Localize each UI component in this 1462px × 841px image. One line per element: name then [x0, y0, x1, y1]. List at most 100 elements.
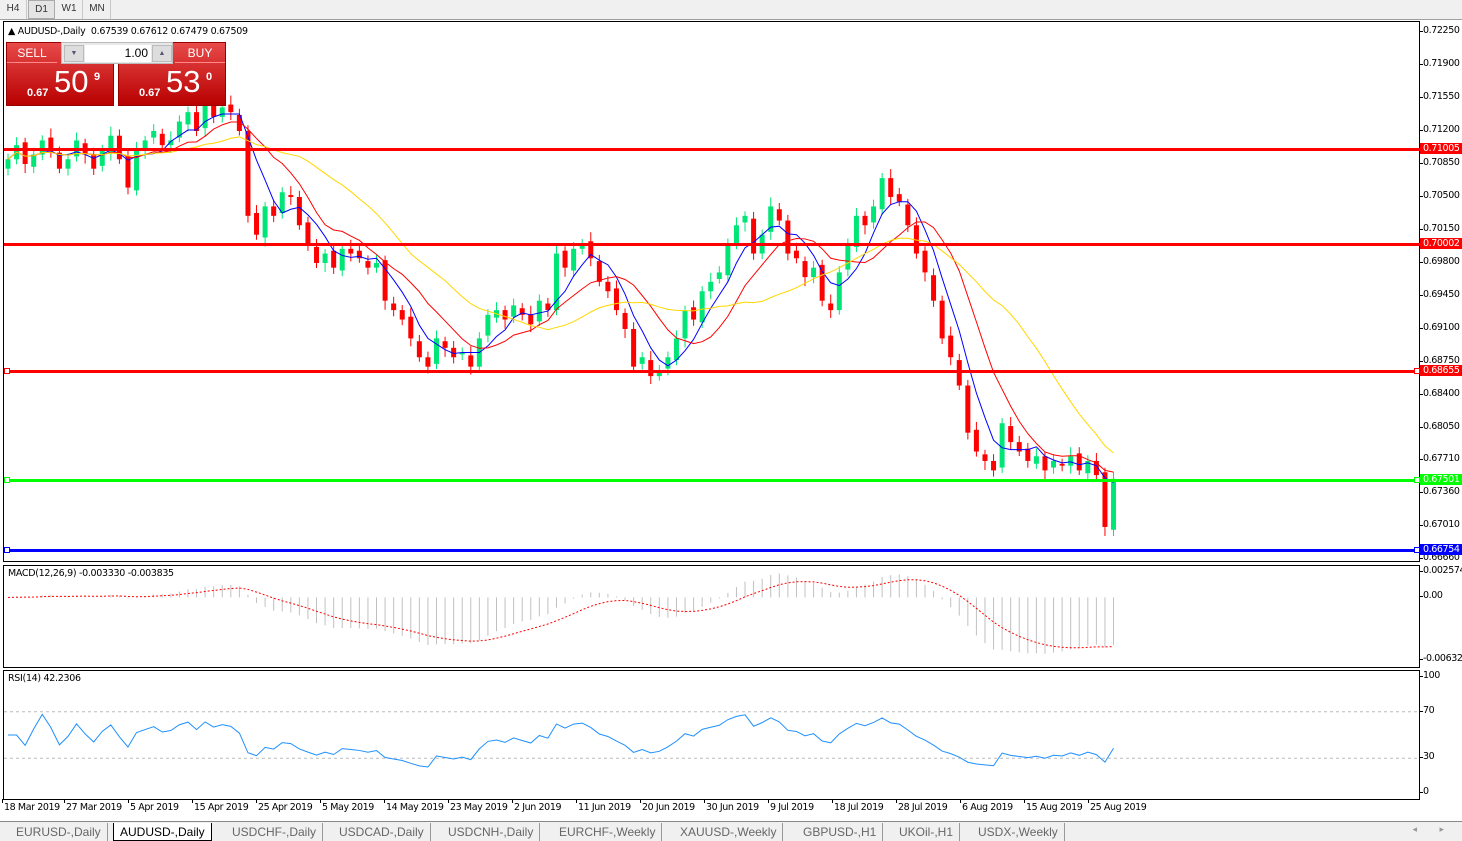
timeframe-d1[interactable]: D1: [28, 0, 55, 19]
sell-label: SELL: [7, 46, 57, 63]
horizontal-line[interactable]: [4, 476, 1420, 483]
horizontal-line[interactable]: [4, 148, 1420, 152]
candle-body: [134, 149, 140, 191]
candle-body: [322, 253, 328, 263]
candle-body: [811, 267, 817, 278]
candle-body: [391, 303, 397, 311]
candle-body: [185, 112, 191, 125]
candle-body: [691, 307, 697, 320]
candle-body: [639, 357, 645, 364]
date-tick: 6 Aug 2019: [960, 799, 1013, 813]
lot-size-stepper: ▼ 1.00 ▲: [61, 42, 173, 64]
date-tick: 5 May 2019: [320, 799, 374, 813]
horizontal-line[interactable]: [4, 367, 1420, 374]
candle-body: [254, 213, 260, 235]
candle-body: [502, 310, 508, 320]
chart-tab[interactable]: AUDUSD-,Daily: [113, 823, 212, 841]
date-tick: 25 Aug 2019: [1087, 799, 1147, 813]
chart-tab[interactable]: EURCHF-,Weekly: [553, 823, 663, 841]
date-tick: 18 Jul 2019: [831, 799, 884, 813]
line-handle-icon: [1414, 476, 1420, 483]
candle-body: [288, 195, 294, 197]
date-tick: 11 Jun 2019: [576, 799, 631, 813]
candle-body: [991, 460, 997, 471]
price-axis: 0.72250 0.71900 0.71550 0.71200 0.70850 0.705…: [1420, 21, 1462, 563]
lot-size-input[interactable]: 1.00: [85, 45, 151, 62]
ohlc-values: 0.67539 0.67612 0.67479 0.67509: [90, 26, 248, 37]
candle-body: [571, 248, 577, 271]
candle-body: [1016, 442, 1022, 452]
buy-price-sup: 0: [206, 71, 213, 83]
candle-body: [108, 135, 114, 153]
candle-body: [245, 130, 251, 216]
timeframe-mn[interactable]: MN: [84, 0, 111, 19]
candle-body: [999, 423, 1005, 468]
lot-increase-icon[interactable]: ▲: [152, 45, 172, 62]
collapse-triangle-icon[interactable]: ▲: [8, 26, 16, 37]
candle-body: [22, 142, 28, 164]
date-tick: 25 Apr 2019: [255, 799, 313, 813]
price-chart[interactable]: ▲ AUDUSD-,Daily 0.67539 0.67612 0.67479 …: [3, 21, 1420, 562]
candle-body: [408, 316, 414, 339]
price-tick: 0.68750: [1420, 354, 1460, 366]
candle-body: [374, 262, 380, 268]
candle-body: [631, 328, 637, 367]
price-tick: 0.71550: [1420, 90, 1460, 102]
candle-body: [416, 341, 422, 358]
candle-body: [853, 215, 859, 247]
symbol-label: AUDUSD-,Daily: [17, 26, 86, 37]
candle-body: [613, 288, 619, 311]
rsi-tick: 30: [1419, 751, 1435, 763]
macd-panel[interactable]: MACD(12,26,9) -0.003330 -0.003835: [3, 565, 1420, 668]
candle-body: [194, 112, 200, 131]
price-line-label: 0.68655: [1420, 364, 1462, 376]
candle-body: [605, 281, 611, 292]
timeframe-h4[interactable]: H4: [0, 0, 27, 19]
candle-body: [879, 178, 885, 210]
candle-body: [768, 206, 774, 232]
line-handle-icon: [1414, 367, 1420, 374]
chart-tab[interactable]: USDCAD-,Daily: [333, 823, 431, 841]
date-tick: 18 Mar 2019: [2, 799, 60, 813]
rsi-line: [8, 713, 1114, 768]
candle-body: [279, 192, 285, 214]
price-tick: 0.69800: [1420, 255, 1460, 267]
candle-body: [862, 215, 868, 226]
candle-body: [622, 312, 628, 329]
horizontal-line[interactable]: [4, 547, 1420, 554]
chart-tab[interactable]: UKOil-,H1: [893, 823, 961, 841]
macd-layer: [7, 573, 1115, 654]
price-tick: 0.70850: [1420, 156, 1460, 168]
date-tick: 27 Mar 2019: [64, 799, 122, 813]
sell-price-big: 50: [54, 64, 89, 99]
sell-price-sup: 9: [94, 71, 101, 83]
rsi-panel[interactable]: RSI(14) 42.2306: [3, 670, 1420, 800]
candle-body: [1068, 456, 1074, 466]
candle-body: [65, 159, 71, 169]
candle-body: [331, 250, 337, 268]
price-tick: 0.70500: [1420, 189, 1460, 201]
candle-body: [673, 338, 679, 361]
macd-tick: 0.00: [1420, 590, 1443, 602]
chart-tab[interactable]: GBPUSD-,H1: [797, 823, 884, 841]
tab-scroll-arrows-icon[interactable]: ◂ ▸: [1412, 824, 1454, 834]
chart-tab[interactable]: EURUSD-,Daily: [10, 823, 108, 841]
macd-axis: 0.002574 0.00 -0.006326: [1419, 565, 1462, 668]
candle-body: [1076, 453, 1082, 471]
candle-body: [1051, 460, 1057, 468]
chart-tab[interactable]: XAUUSD-,Weekly: [674, 823, 784, 841]
lot-decrease-icon[interactable]: ▼: [64, 45, 84, 62]
chart-tab[interactable]: USDCHF-,Daily: [226, 823, 323, 841]
candle-body: [176, 121, 182, 138]
horizontal-line[interactable]: [4, 242, 1420, 246]
price-tick: 0.67710: [1420, 453, 1460, 464]
price-tick: 0.67010: [1420, 519, 1460, 530]
candle-body: [485, 314, 491, 336]
candle-body: [742, 215, 748, 223]
chart-tab[interactable]: USDX-,Weekly: [972, 823, 1065, 841]
timeframe-w1[interactable]: W1: [56, 0, 83, 19]
candle-body: [425, 357, 431, 367]
candle-body: [1042, 456, 1048, 471]
candle-body: [793, 250, 799, 259]
chart-tab[interactable]: USDCNH-,Daily: [442, 823, 541, 841]
